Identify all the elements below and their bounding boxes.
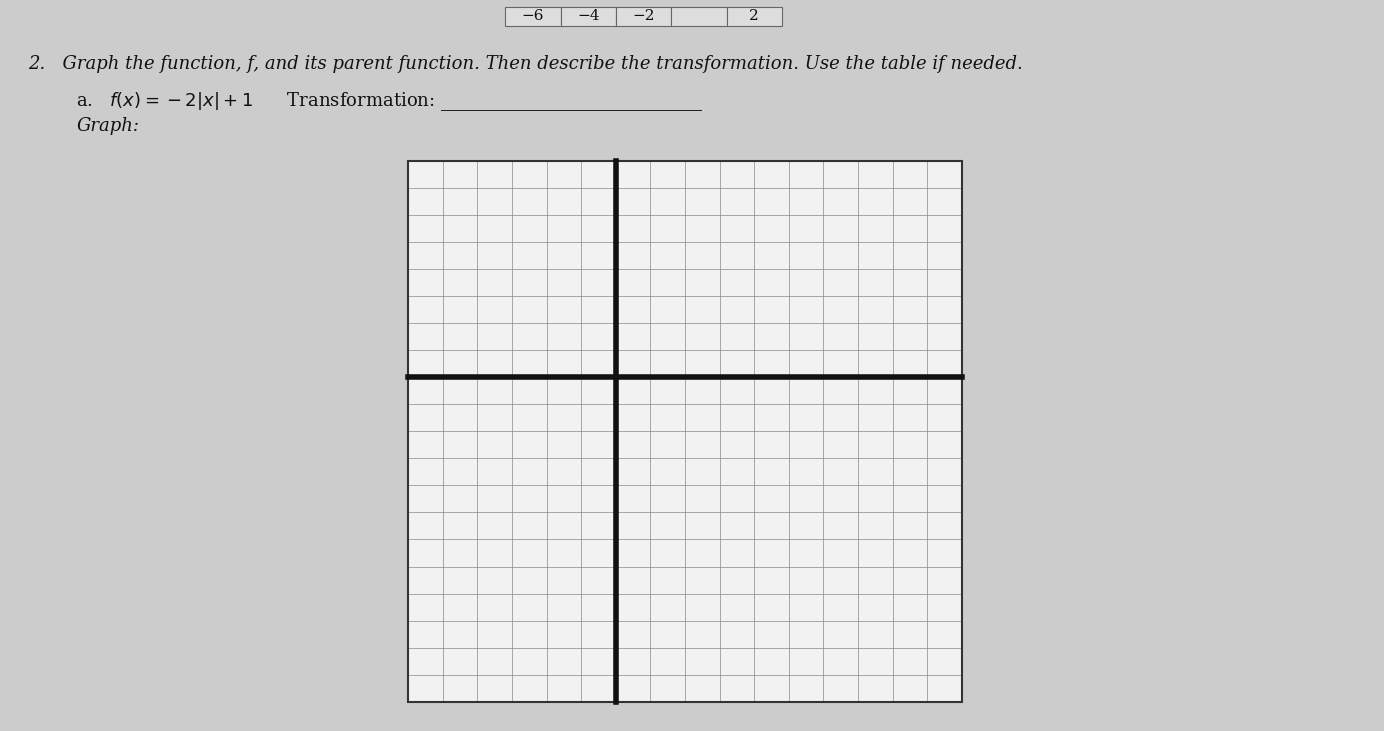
Bar (727, 7, 782, 26)
Bar (671, 7, 727, 26)
Text: a.   $f(x) = -2|x| + 1$      Transformation: _____________________________: a. $f(x) = -2|x| + 1$ Transformation: __… (76, 90, 703, 113)
Text: 2: 2 (749, 10, 760, 23)
Text: −6: −6 (522, 10, 544, 23)
Bar (505, 7, 561, 26)
Bar (561, 7, 616, 26)
Bar (616, 7, 671, 26)
Bar (408, 161, 962, 702)
Bar (408, 161, 962, 702)
Text: −2: −2 (632, 10, 655, 23)
Text: Graph:: Graph: (76, 117, 140, 135)
Text: 2.   Graph the function, f, and its parent function. Then describe the transform: 2. Graph the function, f, and its parent… (28, 55, 1023, 73)
Text: −4: −4 (577, 10, 599, 23)
